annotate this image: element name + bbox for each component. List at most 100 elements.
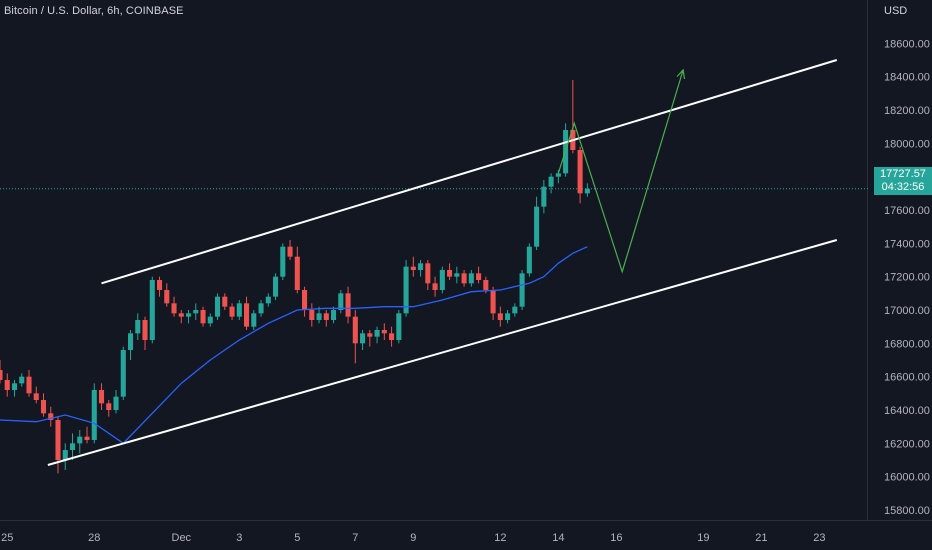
x-tick-label: 9 [410,532,416,544]
candle-body [302,290,308,310]
candle-body [215,296,221,317]
y-tick-label: 18000.00 [884,138,930,150]
candle-body [185,313,192,317]
channel-upper-line [101,59,838,285]
candle-body [541,186,547,207]
candle-body [113,396,119,410]
candle-body [84,436,90,440]
candle-body [229,306,235,317]
candle-body [526,246,532,274]
candle-body [331,310,337,320]
y-tick-label: 16000.00 [884,472,930,484]
candle-body [410,266,416,270]
candle-body [0,370,3,380]
candle-body [439,270,445,290]
candle-body [396,313,402,340]
currency-label: USD [884,5,908,17]
candle-body [91,390,97,440]
candle-body [251,313,257,327]
candle-body [461,273,467,284]
y-tick-label: 17200.00 [884,272,930,284]
y-tick-label: 17000.00 [884,305,930,317]
channel-lower-line [47,239,838,466]
candle-body [4,380,10,390]
candle-body [120,350,126,397]
candle-body [360,333,366,344]
y-tick-label: 15800.00 [884,505,930,517]
candle-body [178,313,184,317]
candle-body [309,310,315,320]
candle-body [490,290,496,314]
candle-body [294,256,300,290]
candle-body [519,273,525,307]
y-tick-label: 16800.00 [884,338,930,350]
x-tick-label: 5 [294,532,300,544]
candle-body [258,303,264,314]
candle-body [149,280,155,340]
candle-body [425,263,431,284]
candle-body [555,173,561,177]
candle-body [280,246,286,277]
candle-body [236,303,242,317]
candle-body [19,376,25,384]
candle-body [273,276,279,297]
candle-body [403,266,409,314]
candle-body [323,313,329,320]
candle-body [26,376,32,394]
candle-body [40,400,47,414]
x-tick-label: 21 [755,532,767,544]
x-tick-label: Dec [172,532,192,544]
x-tick-label: 12 [494,532,506,544]
candle-body [454,273,460,277]
candle-body [156,280,163,290]
candle-body [338,293,344,310]
candle-body [584,188,590,194]
candle-body [389,333,395,340]
candle-body [548,176,554,187]
y-tick-label: 16200.00 [884,438,930,450]
candle-body [55,420,61,460]
x-tick-label: 7 [352,532,358,544]
candle-body [418,263,424,270]
last-price-value: 17727.57 [880,168,926,180]
candle-body [316,313,322,320]
candle-body [374,330,380,337]
moving-average-line [0,246,588,445]
candle-body [98,390,105,404]
projection-path [557,69,684,274]
x-tick-label: 14 [552,532,564,544]
x-tick-label: 19 [697,532,709,544]
candle-body [69,443,76,450]
candle-body [505,313,511,320]
x-tick-label: 3 [236,532,242,544]
candle-body [127,333,134,350]
candle-body [432,283,438,290]
projection-arrowhead [676,68,686,79]
candle-body [497,313,503,320]
candle-body [171,303,177,314]
candle-body [33,393,39,400]
candle-body [483,280,489,290]
candle-body [142,320,148,340]
y-tick-label: 18600.00 [884,38,930,50]
candle-body [345,293,351,317]
symbol-title: Bitcoin / U.S. Dollar, 6h, COINBASE [4,5,184,17]
candle-body [77,436,83,444]
candle-countdown: 04:32:56 [881,181,925,193]
candle-body [207,316,213,324]
candle-body [352,316,358,344]
x-tick-label: 23 [813,532,825,544]
candle-body [222,296,228,307]
candle-body [381,330,387,334]
candle-body [193,310,199,314]
candle-body [287,246,293,257]
candle-body [476,273,482,280]
y-tick-label: 18400.00 [884,72,930,84]
y-tick-label: 17600.00 [884,205,930,217]
y-tick-label: 16600.00 [884,372,930,384]
x-tick-label: 25 [1,532,13,544]
candle-body [447,270,453,277]
candle-body [106,403,112,410]
candle-body [534,206,540,247]
